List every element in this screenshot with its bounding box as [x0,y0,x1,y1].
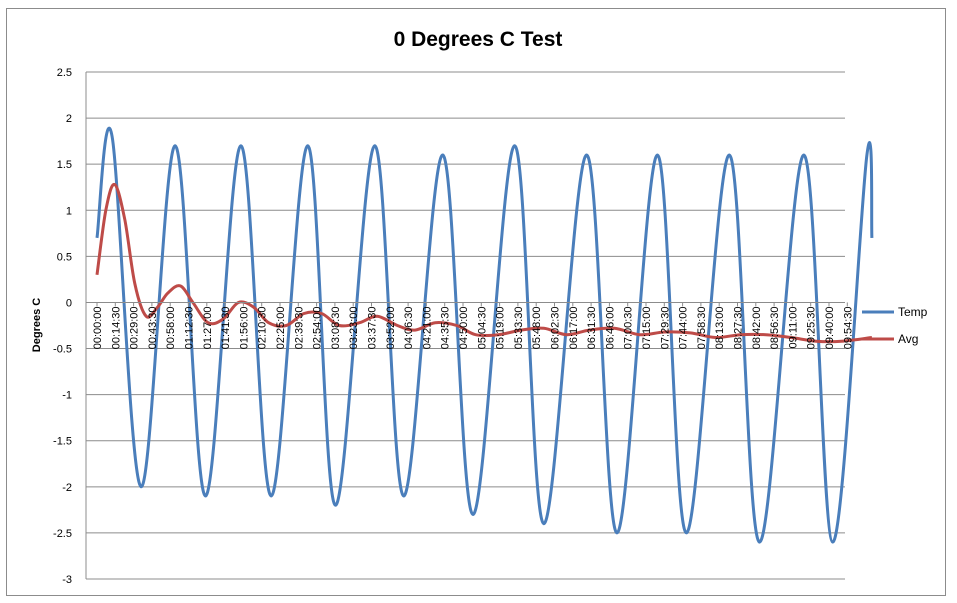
x-tick-label: 08:27:30 [733,306,745,349]
x-tick-label: 01:27:00 [202,306,214,349]
x-tick-label: 07:44:00 [678,306,690,349]
y-tick-label: 1.5 [57,159,72,171]
x-tick-label: 07:00:30 [623,306,635,349]
x-tick-label: 06:02:30 [550,306,562,349]
y-tick-label: 2 [66,113,72,125]
chart-title: 0 Degrees C Test [394,28,563,51]
legend-label-temp: Temp [898,305,928,319]
x-tick-label: 09:40:00 [824,306,836,349]
y-tick-label: 0 [66,297,72,309]
x-tick-label: 02:39:30 [293,306,305,349]
y-axis-ticks: 2.5 2 1.5 1 0.5 0 -0.5 -1 -1.5 -2 -2.5 -3 [53,67,72,586]
series-temp-line [95,126,874,544]
x-tick-label: 09:11:00 [787,306,799,348]
x-tick-label: 05:19:00 [495,306,507,349]
x-tick-label: 01:41:30 [220,306,232,349]
legend-label-avg: Avg [898,332,918,346]
x-tick-label: 07:15:00 [641,306,653,349]
y-tick-label: -2 [62,482,72,494]
y-tick-label: -0.5 [53,344,72,356]
x-tick-label: 06:31:30 [586,306,598,349]
x-tick-label: 07:29:30 [659,306,671,349]
y-tick-label: 2.5 [57,67,72,79]
x-tick-label: 02:10:30 [257,306,269,349]
x-tick-label: 00:00:00 [92,306,104,349]
x-tick-label: 07:58:30 [696,306,708,349]
x-tick-label: 08:13:00 [714,306,726,349]
x-tick-label: 02:54:00 [312,306,324,349]
x-tick-label: 05:48:00 [531,306,543,349]
x-tick-label: 00:29:00 [129,306,141,349]
x-tick-label: 03:52:00 [385,306,397,349]
x-tick-label: 03:37:30 [367,306,379,349]
series-lines [95,126,874,544]
x-tick-label: 06:46:00 [604,306,616,349]
x-tick-label: 00:43:30 [147,306,159,349]
y-tick-label: -1.5 [53,436,72,448]
x-tick-label: 08:56:30 [769,306,781,349]
x-tick-label: 04:21:00 [421,306,433,349]
y-tick-label: -3 [62,574,72,586]
x-tick-label: 04:35:30 [440,306,452,349]
x-tick-label: 01:56:00 [238,306,250,349]
x-tick-label: 00:14:30 [110,306,122,349]
y-tick-label: 1 [66,205,72,217]
x-tick-label: 00:58:00 [165,306,177,349]
x-tick-label: 01:12:30 [184,306,196,349]
y-tick-label: -1 [62,390,72,402]
x-tick-label: 09:25:30 [806,306,818,349]
legend: Temp Avg [862,305,928,346]
x-tick-label: 03:08:30 [330,306,342,349]
x-tick-label: 04:06:30 [403,306,415,349]
y-tick-label: -2.5 [53,528,72,540]
x-tick-label: 09:54:30 [842,306,854,349]
x-tick-label: 05:04:30 [476,306,488,349]
x-tick-label: 05:33:30 [513,306,525,349]
y-tick-label: 0.5 [57,251,72,263]
x-tick-label: 06:17:00 [568,306,580,349]
x-tick-label: 08:42:00 [751,306,763,349]
x-axis-ticks: 00:00:00 00:14:30 00:29:00 00:43:30 00:58:00… [86,301,854,349]
series-avg-line [95,182,873,344]
x-tick-label: 02:25:00 [275,306,287,349]
x-tick-label: 03:23:00 [348,306,360,349]
x-tick-label: 04:50:00 [458,306,470,349]
y-axis-label: Degrees C [31,298,43,352]
